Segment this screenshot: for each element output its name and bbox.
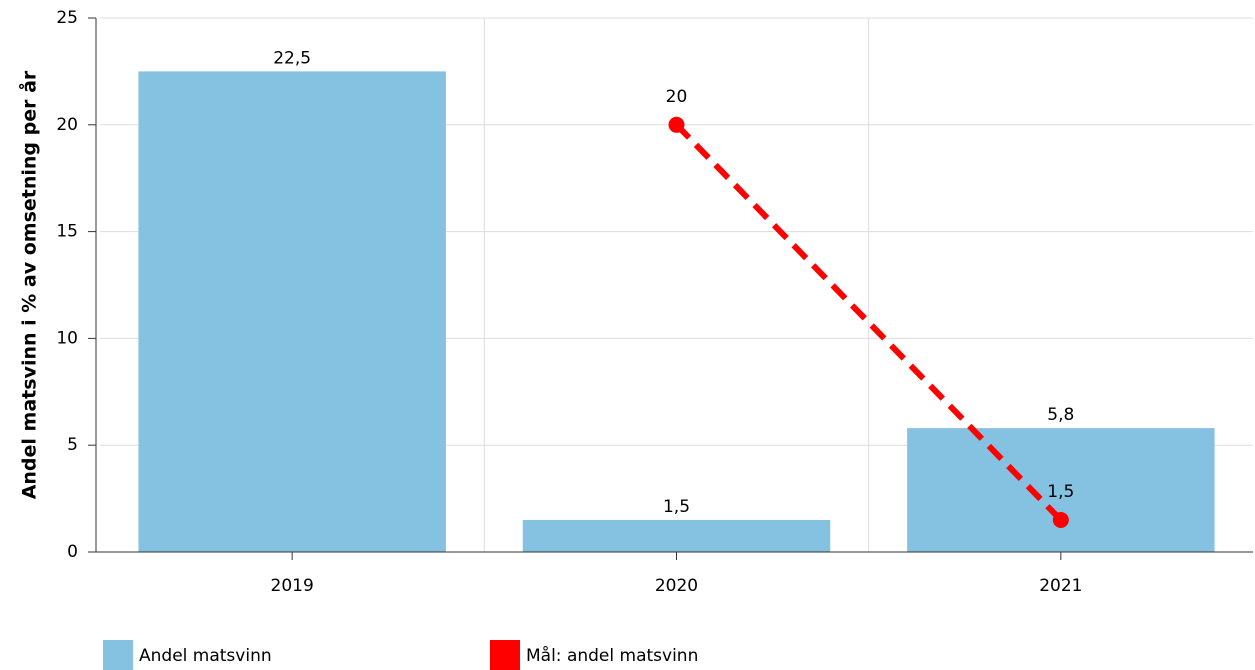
x-tick-label: 2021 [1039, 576, 1082, 596]
x-tick-label: 2019 [271, 576, 314, 596]
legend-swatch [103, 640, 133, 670]
bar [522, 519, 831, 552]
y-tick-label: 20 [56, 115, 78, 135]
data-label: 22,5 [273, 48, 311, 68]
legend-swatch [490, 640, 520, 670]
bar [907, 428, 1215, 552]
x-tick-label: 2020 [655, 576, 698, 596]
line [674, 122, 1063, 523]
data-label: 20 [666, 87, 688, 107]
data-label: 5,8 [1047, 405, 1074, 425]
legend-label: Andel matsvinn [139, 646, 272, 666]
y-tick-label: 10 [56, 328, 78, 348]
y-tick-label: 0 [67, 542, 78, 562]
data-label: 1,5 [663, 497, 690, 517]
line-point [1052, 511, 1069, 528]
data-label: 1,5 [1047, 482, 1074, 502]
bar [138, 71, 446, 553]
y-tick-label: 5 [67, 435, 78, 455]
line-point [668, 116, 685, 133]
y-axis-label: Andel matsvinn i % av omsetning per år [17, 70, 41, 499]
y-tick-label: 25 [56, 8, 78, 28]
legend-label: Mål: andel matsvinn [526, 645, 698, 666]
y-tick-label: 15 [56, 222, 78, 242]
